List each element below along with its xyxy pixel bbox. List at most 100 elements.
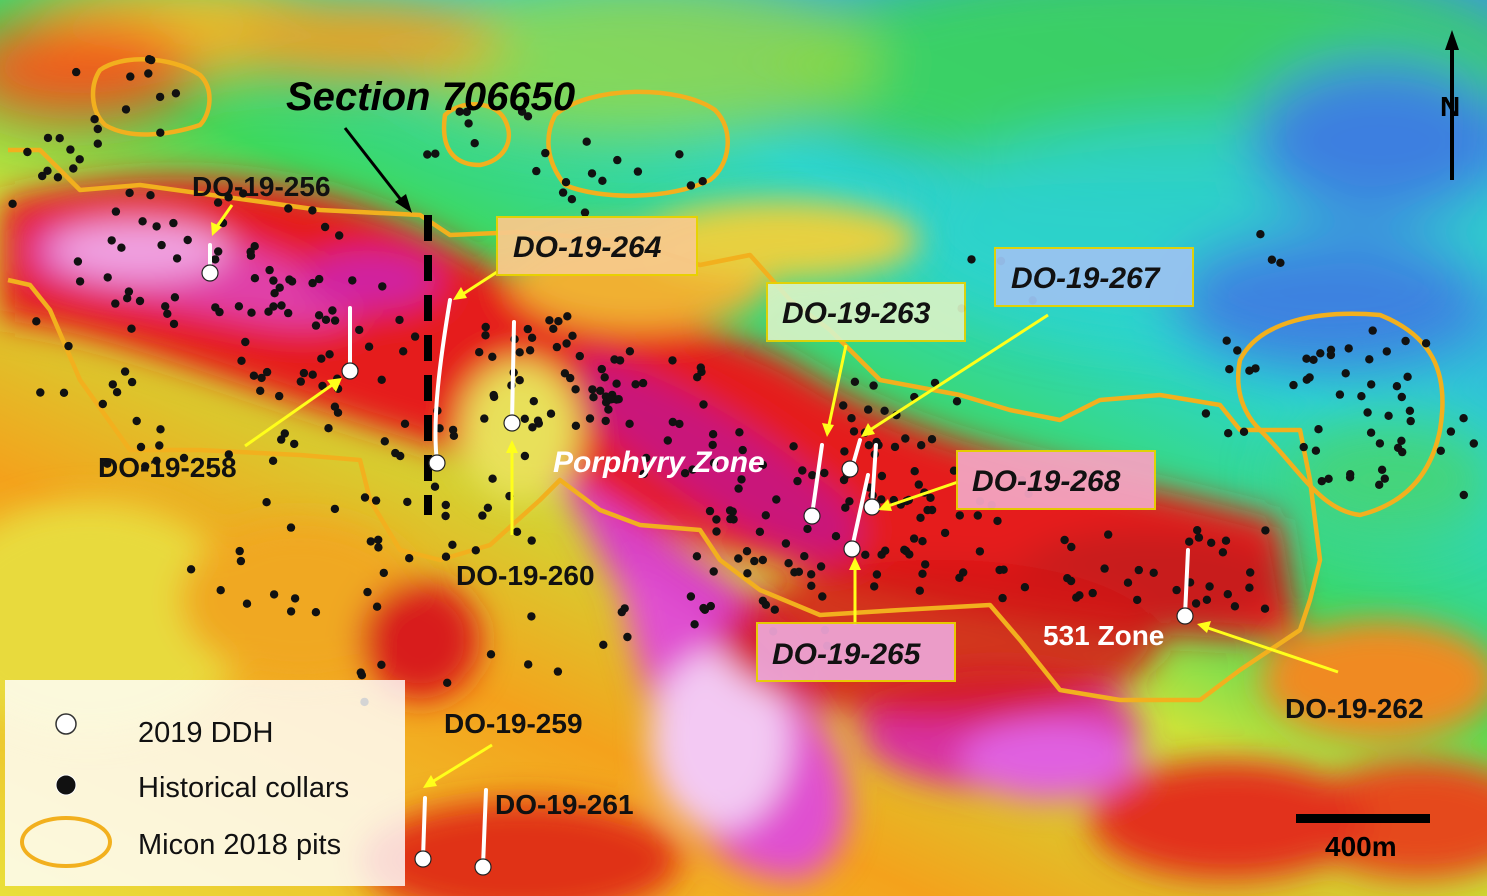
historical-collar xyxy=(698,177,707,186)
historical-collar xyxy=(299,368,309,378)
historical-collar xyxy=(141,462,150,471)
historical-collar xyxy=(1366,428,1376,437)
historical-collar xyxy=(1365,355,1374,364)
historical-collar xyxy=(1377,465,1387,474)
historical-collar xyxy=(563,312,572,321)
historical-collar xyxy=(798,466,807,475)
label-box-268 xyxy=(956,450,1156,510)
historical-collar xyxy=(1222,336,1231,345)
historical-collar xyxy=(1421,339,1431,348)
historical-collar xyxy=(241,337,250,347)
historical-collar xyxy=(330,316,340,325)
historical-collar xyxy=(277,435,286,444)
historical-collar xyxy=(462,107,471,117)
historical-collar xyxy=(839,401,848,410)
historical-collar xyxy=(755,527,765,536)
historical-collar xyxy=(735,428,744,437)
historical-collar xyxy=(318,381,327,391)
historical-collar xyxy=(214,247,223,256)
historical-collar xyxy=(604,405,613,414)
ddh-collar-261 xyxy=(474,858,492,876)
historical-collar xyxy=(377,375,386,384)
historical-collar xyxy=(816,562,826,571)
historical-collar xyxy=(1276,258,1285,267)
historical-collar xyxy=(890,442,900,452)
historical-collar xyxy=(256,386,265,395)
historical-collar xyxy=(515,348,524,357)
historical-collar xyxy=(568,331,577,340)
historical-collar xyxy=(585,414,595,423)
historical-collar xyxy=(186,565,196,574)
historical-collar xyxy=(631,380,640,389)
historical-collar xyxy=(1469,439,1479,448)
historical-collar xyxy=(1403,372,1412,381)
legend-label-pit: Micon 2018 pits xyxy=(138,829,341,861)
historical-collar xyxy=(1299,442,1308,452)
ddh-collar-267 xyxy=(841,460,859,478)
historical-collar xyxy=(952,397,962,406)
historical-collar xyxy=(156,128,165,137)
drillhole-label-256: DO-19-256 xyxy=(192,171,331,202)
historical-collar xyxy=(690,620,699,629)
historical-collar xyxy=(955,511,964,520)
historical-collar xyxy=(686,181,696,190)
historical-collar xyxy=(861,550,870,559)
historical-collar xyxy=(1185,537,1194,546)
historical-collar xyxy=(333,408,343,417)
historical-collar xyxy=(215,307,224,317)
historical-collar xyxy=(127,324,136,333)
historical-collar xyxy=(1246,568,1255,577)
historical-collar xyxy=(183,235,192,245)
historical-collar xyxy=(481,322,490,332)
historical-collar xyxy=(335,231,344,240)
historical-collar xyxy=(161,302,170,311)
historical-collar xyxy=(123,294,132,303)
historical-collar xyxy=(296,377,305,386)
historical-collar xyxy=(308,206,317,215)
historical-collar xyxy=(1066,576,1076,586)
historical-collar xyxy=(478,511,487,520)
historical-collar xyxy=(234,302,244,311)
historical-collar xyxy=(575,351,584,361)
historical-collar xyxy=(238,189,248,198)
historical-collar xyxy=(606,395,615,404)
section-pointer-arrow xyxy=(343,127,407,206)
historical-collar xyxy=(470,139,479,148)
label-box-263 xyxy=(766,282,966,342)
historical-collar xyxy=(277,301,286,310)
historical-collar xyxy=(379,568,388,578)
historical-collar xyxy=(471,546,480,555)
ddh-collar-265 xyxy=(843,540,861,558)
historical-collar xyxy=(290,439,299,449)
historical-collar xyxy=(1316,349,1325,358)
historical-collar xyxy=(877,495,886,504)
zone-label-531: 531 Zone xyxy=(1043,620,1164,651)
north-arrow xyxy=(1445,30,1459,180)
historical-collar xyxy=(308,370,317,379)
historical-collar xyxy=(877,471,887,481)
historical-collar xyxy=(1344,344,1353,353)
historical-collar xyxy=(561,178,571,187)
historical-collar xyxy=(512,527,522,536)
historical-collar xyxy=(374,535,383,544)
historical-collar xyxy=(111,299,120,308)
historical-collar xyxy=(169,218,178,228)
historical-collar xyxy=(311,321,321,330)
historical-collar xyxy=(216,586,225,595)
legend-label-collar: Historical collars xyxy=(138,772,349,804)
historical-collar xyxy=(132,416,141,426)
historical-collar xyxy=(517,107,527,116)
historical-collar xyxy=(926,493,935,502)
historical-collar xyxy=(881,546,890,555)
historical-collar xyxy=(366,537,375,546)
historical-collar xyxy=(441,552,451,561)
historical-collar xyxy=(549,324,558,333)
historical-collar xyxy=(127,377,137,387)
ddh-collar-258 xyxy=(341,362,359,380)
historical-collar xyxy=(348,276,357,285)
historical-collar xyxy=(66,145,75,154)
historical-collar xyxy=(668,356,677,365)
historical-collar xyxy=(152,222,161,231)
historical-collar xyxy=(668,417,677,427)
historical-collar xyxy=(489,390,498,400)
